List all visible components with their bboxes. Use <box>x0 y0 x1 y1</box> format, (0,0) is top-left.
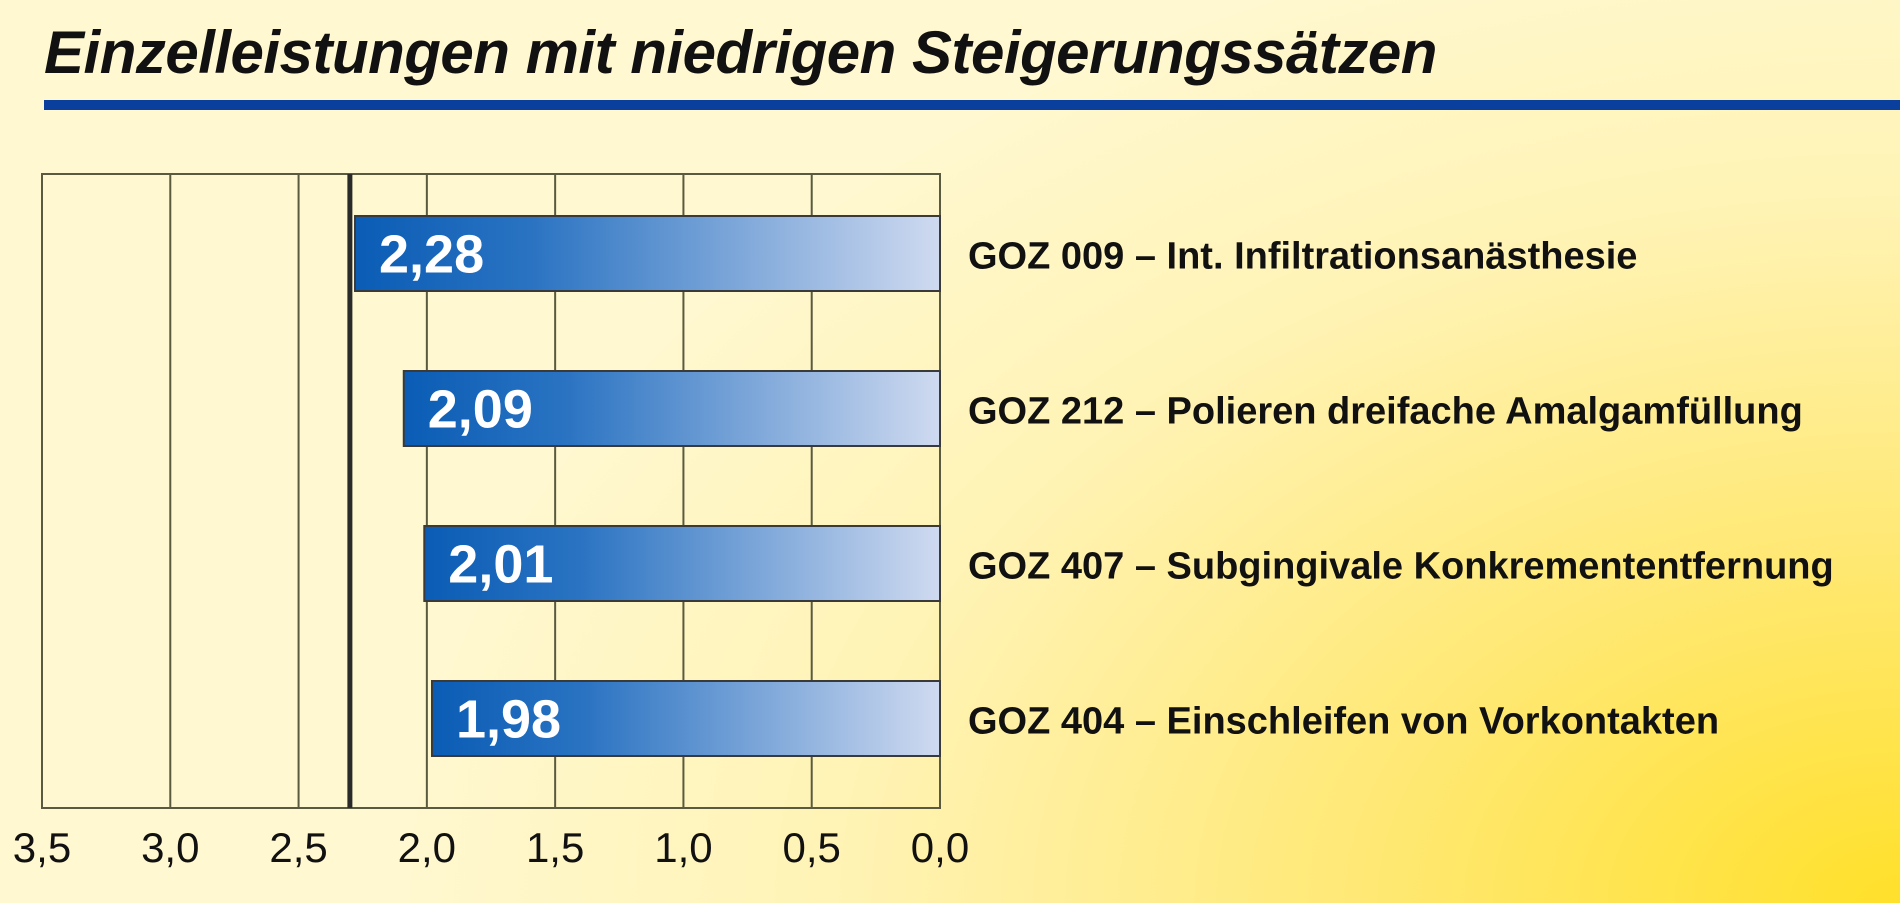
chart-title: Einzelleistungen mit niedrigen Steigerun… <box>44 19 1437 86</box>
x-tick-label: 1,0 <box>654 824 712 871</box>
bar-value-label: 1,98 <box>456 690 561 750</box>
x-tick-label: 2,0 <box>398 824 456 871</box>
x-axis-ticks: 3,5 3,0 2,5 2,0 1,5 1,0 0,5 0,0 <box>13 824 969 871</box>
bar <box>430 680 941 757</box>
x-tick-label: 2,5 <box>269 824 327 871</box>
x-tick-label: 1,5 <box>526 824 584 871</box>
x-tick-label: 0,0 <box>911 824 969 871</box>
bars: 2,28 GOZ 009 – Int. Infiltrationsanästhes… <box>354 215 1834 757</box>
bar <box>402 370 942 447</box>
bar <box>354 215 941 292</box>
bar <box>423 525 941 602</box>
bar-category-label: GOZ 009 – Int. Infiltrationsanästhesie <box>968 236 1637 278</box>
x-tick-label: 0,5 <box>783 824 841 871</box>
bar-category-label: GOZ 407 – Subgingivale Konkremententfern… <box>968 546 1834 588</box>
title-rule <box>44 100 1900 110</box>
bar-value-label: 2,01 <box>448 535 553 595</box>
bar-value-label: 2,09 <box>428 380 533 440</box>
x-tick-label: 3,5 <box>13 824 71 871</box>
bar-category-label: GOZ 404 – Einschleifen von Vorkontakten <box>968 701 1719 743</box>
x-tick-label: 3,0 <box>141 824 199 871</box>
bar-value-label: 2,28 <box>379 225 484 285</box>
bar-category-label: GOZ 212 – Polieren dreifache Amalgamfüll… <box>968 391 1803 433</box>
